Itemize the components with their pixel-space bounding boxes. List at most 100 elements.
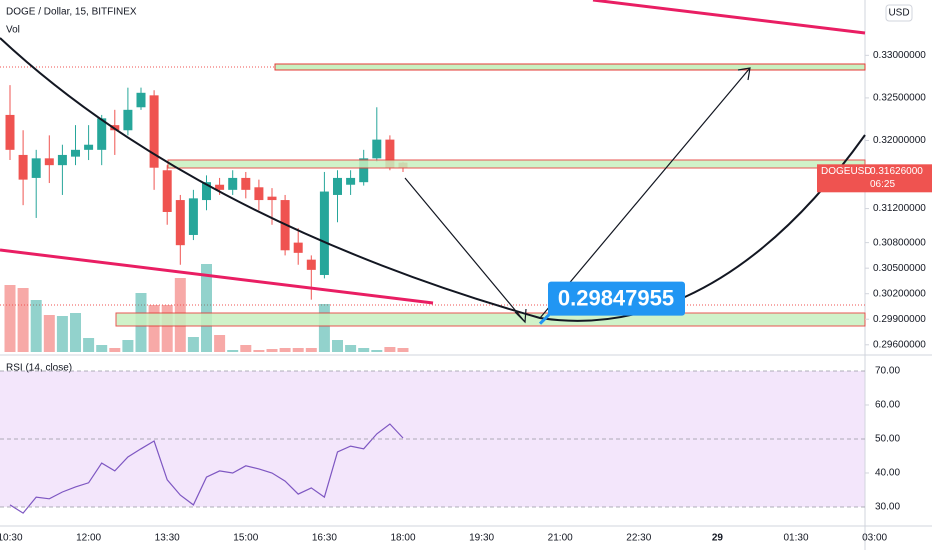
trend-line [592, 0, 866, 35]
volume-bar [227, 350, 239, 352]
candle-body [346, 177, 356, 185]
volume-bar [279, 348, 291, 352]
candle-body [123, 109, 133, 131]
volume-bar [266, 349, 278, 352]
volume-bar [30, 300, 42, 352]
x-tick-label: 10:30 [0, 533, 23, 544]
y-tick-label: 0.30200000 [873, 288, 926, 299]
candle-body [372, 139, 382, 159]
candle-body [97, 118, 107, 150]
x-tick-label: 22:30 [626, 533, 651, 544]
volume-bar [384, 347, 396, 352]
last-price-label: 0.31626000 [870, 166, 923, 177]
candle-body [57, 154, 67, 166]
volume-bar [83, 338, 95, 352]
candle-body [241, 177, 251, 190]
chart-title: DOGE / Dollar, 15, BITFINEX [6, 7, 137, 18]
candle-body [267, 196, 277, 201]
x-tick-label: 03:00 [862, 533, 887, 544]
candle-body [5, 114, 15, 150]
candle-body [162, 170, 172, 212]
candle-body [149, 95, 159, 168]
rsi-tick-label: 60.00 [875, 400, 900, 411]
arrow [404, 177, 527, 324]
candle-body [44, 158, 54, 166]
drawings [0, 0, 866, 327]
volume-label: Vol [6, 25, 20, 36]
y-tick-label: 0.33000000 [873, 50, 926, 61]
currency[interactable]: USD [888, 8, 909, 19]
x-tick-label: 19:30 [469, 533, 494, 544]
x-tick-label: 18:00 [390, 533, 415, 544]
zone [274, 63, 866, 71]
volume-bar [371, 350, 383, 352]
volume-bar [345, 345, 357, 352]
x-tick-label: 13:30 [155, 533, 180, 544]
x-tick-label: 21:00 [548, 533, 573, 544]
volume-bar [305, 348, 317, 352]
y-tick-label: 0.32500000 [873, 93, 926, 104]
volume-bar [4, 285, 16, 352]
rsi-line [9, 423, 404, 514]
y-tick-label: 0.32000000 [873, 135, 926, 146]
candle-body [188, 198, 198, 235]
volume-bar [96, 345, 108, 352]
candle-body [31, 158, 41, 178]
candle-body [306, 259, 316, 270]
candle-body [175, 200, 185, 246]
currency-box[interactable] [885, 4, 913, 22]
x-tick-label: 15:00 [233, 533, 258, 544]
candle-body [228, 177, 238, 190]
x-tick-label: 12:00 [76, 533, 101, 544]
volume-bar [56, 316, 68, 352]
candle-body [359, 158, 369, 183]
rsi-tick-label: 50.00 [875, 434, 900, 445]
rsi-band [0, 371, 865, 507]
x-tick-label: 16:30 [312, 533, 337, 544]
volume-bar [187, 337, 199, 352]
volume-bar [43, 315, 55, 352]
arrow [539, 67, 751, 319]
last-price-tag [817, 164, 932, 193]
rsi-label: RSI (14, close) [6, 363, 72, 374]
candle-body [215, 184, 225, 190]
countdown: 06:25 [870, 179, 895, 190]
y-tick-label: 0.31200000 [873, 203, 926, 214]
candle-body [71, 149, 80, 157]
zone [115, 312, 866, 327]
volume-bar [17, 288, 29, 352]
volume-bar [253, 350, 265, 352]
volume-bar [292, 348, 304, 352]
volume-bar [161, 305, 173, 352]
trend-line [0, 248, 434, 305]
volume-bar [148, 305, 160, 352]
candle-body [333, 177, 342, 195]
volume-bar [240, 345, 252, 352]
callout-label: 0.29847955 [558, 285, 674, 310]
candle-body [136, 92, 146, 108]
rsi-tick-label: 30.00 [875, 502, 900, 513]
y-tick-label: 0.30800000 [873, 237, 926, 248]
volume-bar [214, 335, 226, 352]
x-tick-label: 01:30 [783, 533, 808, 544]
candle-body [202, 182, 211, 201]
volume-bar [201, 264, 212, 352]
symbol-label: DOGEUSD [821, 166, 872, 177]
candle-body [293, 242, 303, 253]
callout-box [548, 281, 685, 316]
candle-body [18, 154, 28, 180]
rsi-tick-label: 70.00 [875, 366, 900, 377]
volume-bar [122, 340, 134, 352]
candle-body [254, 187, 264, 201]
volume-bar [109, 348, 121, 352]
volume-bar [397, 348, 409, 352]
volume-bar [318, 304, 330, 352]
candle-body [84, 144, 94, 150]
zone [167, 159, 866, 169]
curve [0, 37, 866, 322]
callout-pointer [538, 312, 552, 325]
volume-bar [70, 313, 81, 352]
candle-body [385, 139, 395, 168]
y-tick-label: 0.30500000 [873, 263, 926, 274]
